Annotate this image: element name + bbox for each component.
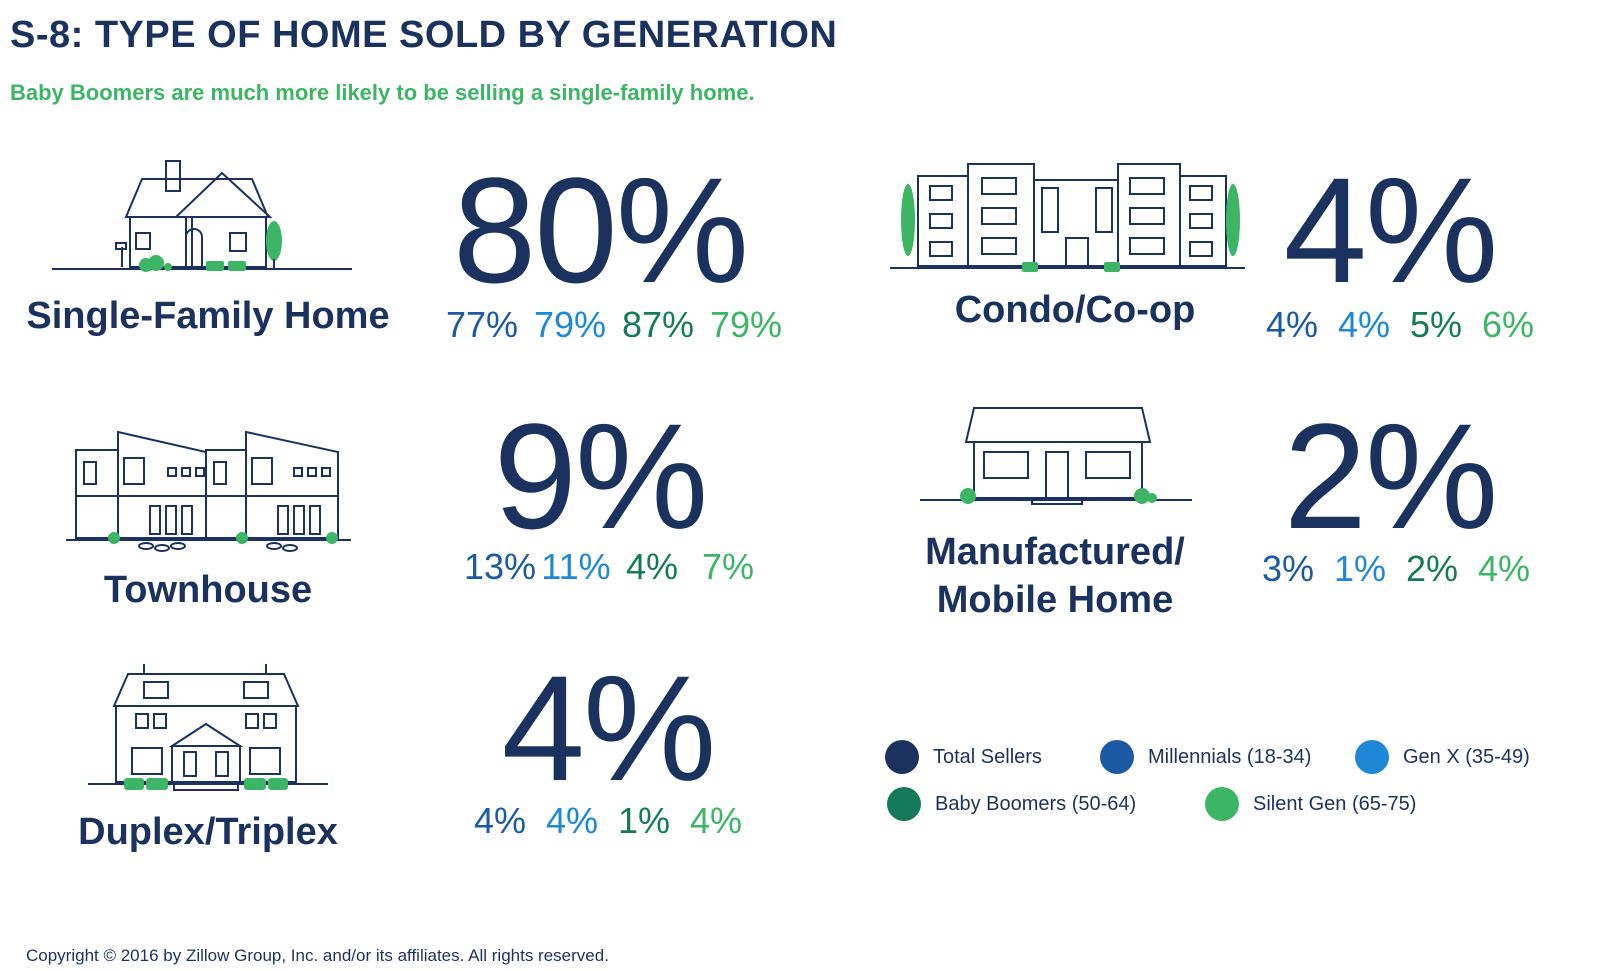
townhouse-boomers: 4% bbox=[625, 546, 679, 587]
legend-label-total: Total Sellers bbox=[933, 745, 1042, 768]
duplex-house-icon bbox=[88, 664, 328, 791]
duplex-silent: 4% bbox=[689, 800, 743, 841]
legend-swatch-silent bbox=[1205, 787, 1239, 821]
mobile-home-silent: 4% bbox=[1477, 548, 1531, 589]
townhouse-generations: 13% 11% 4% 7% bbox=[462, 546, 766, 588]
condo-silent: 6% bbox=[1481, 304, 1535, 345]
single-family-total: 80% bbox=[452, 146, 749, 314]
legend-item-silent: Silent Gen (65-75) bbox=[1205, 787, 1416, 821]
condo-genx: 4% bbox=[1337, 304, 1391, 345]
single-family-house-icon bbox=[52, 160, 352, 272]
townhouse-label: Townhouse bbox=[103, 569, 313, 611]
condo-label: Condo/Co-op bbox=[954, 289, 1196, 331]
duplex-label: Duplex/Triplex bbox=[78, 811, 338, 853]
single-family-label: Single-Family Home bbox=[26, 295, 390, 337]
mobile-home-icon bbox=[920, 407, 1192, 505]
legend-label-boomers: Baby Boomers (50-64) bbox=[935, 792, 1137, 815]
legend-item-total: Total Sellers bbox=[885, 740, 1042, 774]
duplex-generations: 4% 4% 1% 4% bbox=[464, 800, 752, 842]
mobile-home-label-line2: Mobile Home bbox=[936, 579, 1174, 621]
townhouse-millennials: 13% bbox=[463, 546, 537, 587]
mobile-home-total: 2% bbox=[1283, 392, 1499, 560]
legend-item-genx: Gen X (35-49) bbox=[1355, 740, 1530, 774]
mobile-home-label-line1: Manufactured/ bbox=[925, 531, 1185, 573]
legend-swatch-boomers bbox=[887, 787, 921, 821]
townhouse-icon bbox=[66, 430, 351, 552]
townhouse-genx: 11% bbox=[541, 546, 611, 587]
duplex-millennials: 4% bbox=[473, 800, 527, 841]
legend-label-millennials: Millennials (18-34) bbox=[1148, 745, 1312, 768]
mobile-home-genx: 1% bbox=[1333, 548, 1387, 589]
legend-label-silent: Silent Gen (65-75) bbox=[1253, 792, 1417, 815]
legend-item-boomers: Baby Boomers (50-64) bbox=[887, 787, 1136, 821]
duplex-boomers: 1% bbox=[617, 800, 671, 841]
legend-item-millennials: Millennials (18-34) bbox=[1100, 740, 1311, 774]
copyright-notice: Copyright © 2016 by Zillow Group, Inc. a… bbox=[26, 946, 609, 965]
condo-building-icon bbox=[890, 163, 1245, 272]
page-title: S-8: TYPE OF HOME SOLD BY GENERATION bbox=[10, 14, 838, 56]
condo-millennials: 4% bbox=[1265, 304, 1319, 345]
mobile-home-generations: 3% 1% 2% 4% bbox=[1252, 548, 1540, 590]
legend-swatch-genx bbox=[1355, 740, 1389, 774]
legend-swatch-millennials bbox=[1100, 740, 1134, 774]
single-family-genx: 79% bbox=[533, 304, 607, 345]
legend: Total Sellers Millennials (18-34) Gen X … bbox=[885, 740, 1585, 830]
single-family-silent: 79% bbox=[709, 304, 783, 345]
mobile-home-millennials: 3% bbox=[1261, 548, 1315, 589]
single-family-generations: 77% 79% 87% 79% bbox=[438, 304, 790, 346]
condo-generations: 4% 4% 5% 6% bbox=[1256, 304, 1544, 346]
townhouse-total: 9% bbox=[493, 392, 709, 560]
duplex-genx: 4% bbox=[545, 800, 599, 841]
page-subtitle: Baby Boomers are much more likely to be … bbox=[10, 80, 755, 105]
legend-label-genx: Gen X (35-49) bbox=[1403, 745, 1530, 768]
condo-boomers: 5% bbox=[1409, 304, 1463, 345]
legend-swatch-total bbox=[885, 740, 919, 774]
mobile-home-boomers: 2% bbox=[1405, 548, 1459, 589]
single-family-millennials: 77% bbox=[445, 304, 519, 345]
townhouse-silent: 7% bbox=[701, 546, 755, 587]
single-family-boomers: 87% bbox=[621, 304, 695, 345]
duplex-total: 4% bbox=[501, 644, 717, 812]
condo-total: 4% bbox=[1283, 146, 1499, 314]
